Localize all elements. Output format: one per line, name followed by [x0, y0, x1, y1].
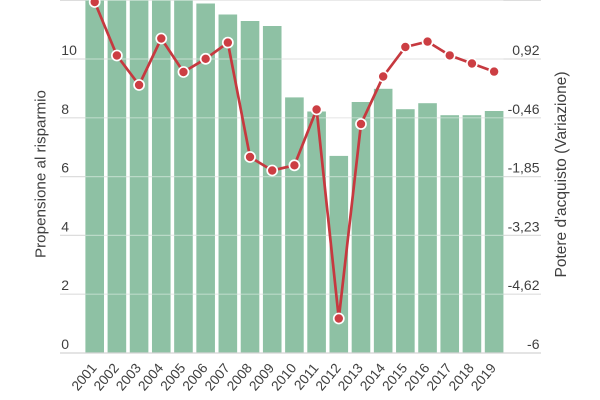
svg-text:4: 4: [61, 218, 69, 234]
svg-text:2010: 2010: [268, 360, 299, 393]
svg-text:0: 0: [61, 336, 69, 352]
svg-text:8: 8: [61, 101, 69, 117]
svg-text:Propensione al risparmio: Propensione al risparmio: [32, 90, 49, 258]
svg-text:-6: -6: [527, 336, 540, 352]
svg-text:2019: 2019: [468, 361, 499, 394]
svg-text:-3,23: -3,23: [508, 218, 540, 234]
svg-text:2: 2: [61, 277, 69, 293]
svg-text:0,92: 0,92: [512, 42, 539, 58]
svg-text:-1,85: -1,85: [508, 160, 540, 176]
svg-text:10: 10: [61, 42, 77, 58]
svg-text:6: 6: [61, 160, 69, 176]
svg-text:-4,62: -4,62: [508, 277, 540, 293]
svg-text:Potere d'acquisto (Variazione): Potere d'acquisto (Variazione): [553, 71, 570, 277]
svg-text:-0,46: -0,46: [508, 101, 540, 117]
